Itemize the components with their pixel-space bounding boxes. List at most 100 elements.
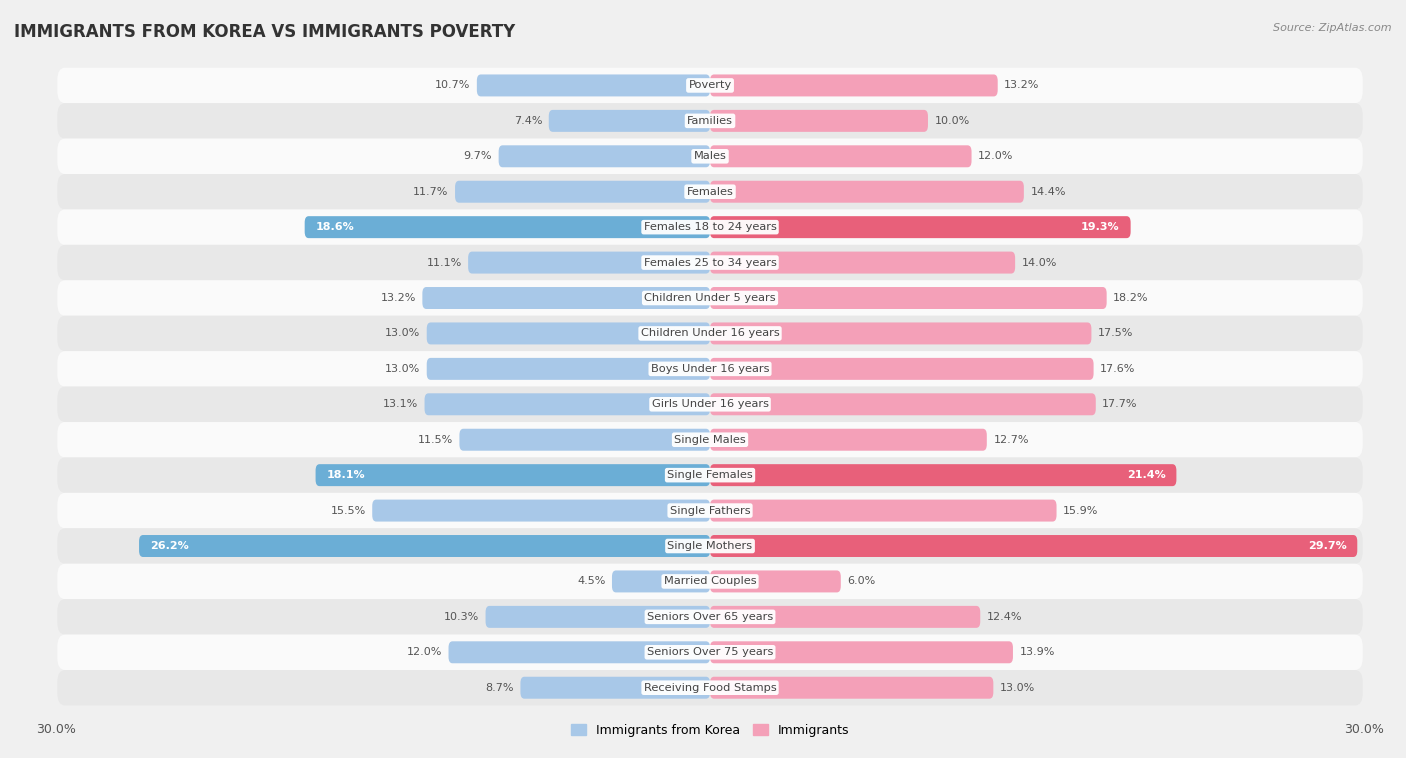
FancyBboxPatch shape: [58, 528, 1362, 564]
Text: 14.4%: 14.4%: [1031, 186, 1066, 197]
FancyBboxPatch shape: [58, 351, 1362, 387]
Text: 10.3%: 10.3%: [444, 612, 479, 622]
FancyBboxPatch shape: [449, 641, 710, 663]
FancyBboxPatch shape: [58, 599, 1362, 634]
FancyBboxPatch shape: [58, 245, 1362, 280]
Text: Source: ZipAtlas.com: Source: ZipAtlas.com: [1274, 23, 1392, 33]
Text: Families: Families: [688, 116, 733, 126]
FancyBboxPatch shape: [710, 322, 1091, 344]
Text: 19.3%: 19.3%: [1081, 222, 1119, 232]
FancyBboxPatch shape: [58, 634, 1362, 670]
Text: Single Females: Single Females: [668, 470, 752, 480]
Text: Children Under 5 years: Children Under 5 years: [644, 293, 776, 303]
FancyBboxPatch shape: [305, 216, 710, 238]
Text: 8.7%: 8.7%: [485, 683, 515, 693]
Text: 13.9%: 13.9%: [1019, 647, 1054, 657]
Text: 17.7%: 17.7%: [1102, 399, 1137, 409]
Text: 13.2%: 13.2%: [381, 293, 416, 303]
FancyBboxPatch shape: [425, 393, 710, 415]
Text: Single Fathers: Single Fathers: [669, 506, 751, 515]
FancyBboxPatch shape: [710, 216, 1130, 238]
Text: Seniors Over 65 years: Seniors Over 65 years: [647, 612, 773, 622]
Text: 21.4%: 21.4%: [1126, 470, 1166, 480]
FancyBboxPatch shape: [710, 358, 1094, 380]
FancyBboxPatch shape: [710, 500, 1056, 522]
Text: 17.5%: 17.5%: [1098, 328, 1133, 338]
Text: Boys Under 16 years: Boys Under 16 years: [651, 364, 769, 374]
FancyBboxPatch shape: [710, 74, 998, 96]
Text: Seniors Over 75 years: Seniors Over 75 years: [647, 647, 773, 657]
FancyBboxPatch shape: [710, 535, 1357, 557]
FancyBboxPatch shape: [58, 280, 1362, 316]
Text: Girls Under 16 years: Girls Under 16 years: [651, 399, 769, 409]
FancyBboxPatch shape: [58, 564, 1362, 599]
FancyBboxPatch shape: [58, 67, 1362, 103]
Text: Receiving Food Stamps: Receiving Food Stamps: [644, 683, 776, 693]
Text: 11.5%: 11.5%: [418, 435, 453, 445]
Text: 6.0%: 6.0%: [848, 576, 876, 587]
FancyBboxPatch shape: [710, 677, 993, 699]
Text: 12.7%: 12.7%: [993, 435, 1029, 445]
Text: 10.0%: 10.0%: [935, 116, 970, 126]
FancyBboxPatch shape: [422, 287, 710, 309]
Text: 11.1%: 11.1%: [426, 258, 461, 268]
Text: 18.2%: 18.2%: [1114, 293, 1149, 303]
Text: 13.2%: 13.2%: [1004, 80, 1039, 90]
Text: 12.0%: 12.0%: [406, 647, 441, 657]
Text: 9.7%: 9.7%: [464, 152, 492, 161]
Text: 18.6%: 18.6%: [315, 222, 354, 232]
FancyBboxPatch shape: [315, 464, 710, 486]
FancyBboxPatch shape: [499, 146, 710, 168]
Text: 13.1%: 13.1%: [382, 399, 418, 409]
FancyBboxPatch shape: [58, 457, 1362, 493]
FancyBboxPatch shape: [612, 571, 710, 593]
FancyBboxPatch shape: [460, 429, 710, 451]
Text: 15.9%: 15.9%: [1063, 506, 1098, 515]
FancyBboxPatch shape: [456, 180, 710, 202]
FancyBboxPatch shape: [710, 606, 980, 628]
FancyBboxPatch shape: [710, 641, 1012, 663]
Text: 12.0%: 12.0%: [979, 152, 1014, 161]
FancyBboxPatch shape: [520, 677, 710, 699]
FancyBboxPatch shape: [58, 103, 1362, 139]
FancyBboxPatch shape: [58, 316, 1362, 351]
FancyBboxPatch shape: [427, 358, 710, 380]
Text: IMMIGRANTS FROM KOREA VS IMMIGRANTS POVERTY: IMMIGRANTS FROM KOREA VS IMMIGRANTS POVE…: [14, 23, 516, 41]
Text: 26.2%: 26.2%: [150, 541, 188, 551]
FancyBboxPatch shape: [710, 287, 1107, 309]
Text: Children Under 16 years: Children Under 16 years: [641, 328, 779, 338]
Text: Poverty: Poverty: [689, 80, 731, 90]
FancyBboxPatch shape: [373, 500, 710, 522]
Text: Single Males: Single Males: [673, 435, 747, 445]
Text: Females: Females: [686, 186, 734, 197]
FancyBboxPatch shape: [477, 74, 710, 96]
Text: 7.4%: 7.4%: [513, 116, 543, 126]
FancyBboxPatch shape: [710, 110, 928, 132]
FancyBboxPatch shape: [427, 322, 710, 344]
Text: Males: Males: [693, 152, 727, 161]
FancyBboxPatch shape: [548, 110, 710, 132]
Text: Females 18 to 24 years: Females 18 to 24 years: [644, 222, 776, 232]
FancyBboxPatch shape: [58, 493, 1362, 528]
Legend: Immigrants from Korea, Immigrants: Immigrants from Korea, Immigrants: [567, 719, 853, 742]
FancyBboxPatch shape: [710, 146, 972, 168]
Text: Married Couples: Married Couples: [664, 576, 756, 587]
Text: Single Mothers: Single Mothers: [668, 541, 752, 551]
Text: 12.4%: 12.4%: [987, 612, 1022, 622]
Text: 18.1%: 18.1%: [326, 470, 366, 480]
FancyBboxPatch shape: [710, 252, 1015, 274]
FancyBboxPatch shape: [485, 606, 710, 628]
Text: 13.0%: 13.0%: [385, 364, 420, 374]
Text: Females 25 to 34 years: Females 25 to 34 years: [644, 258, 776, 268]
FancyBboxPatch shape: [58, 209, 1362, 245]
FancyBboxPatch shape: [710, 571, 841, 593]
Text: 29.7%: 29.7%: [1308, 541, 1347, 551]
FancyBboxPatch shape: [710, 464, 1177, 486]
FancyBboxPatch shape: [58, 670, 1362, 706]
FancyBboxPatch shape: [710, 393, 1095, 415]
FancyBboxPatch shape: [58, 387, 1362, 422]
Text: 13.0%: 13.0%: [1000, 683, 1035, 693]
Text: 17.6%: 17.6%: [1099, 364, 1136, 374]
FancyBboxPatch shape: [710, 180, 1024, 202]
Text: 14.0%: 14.0%: [1022, 258, 1057, 268]
